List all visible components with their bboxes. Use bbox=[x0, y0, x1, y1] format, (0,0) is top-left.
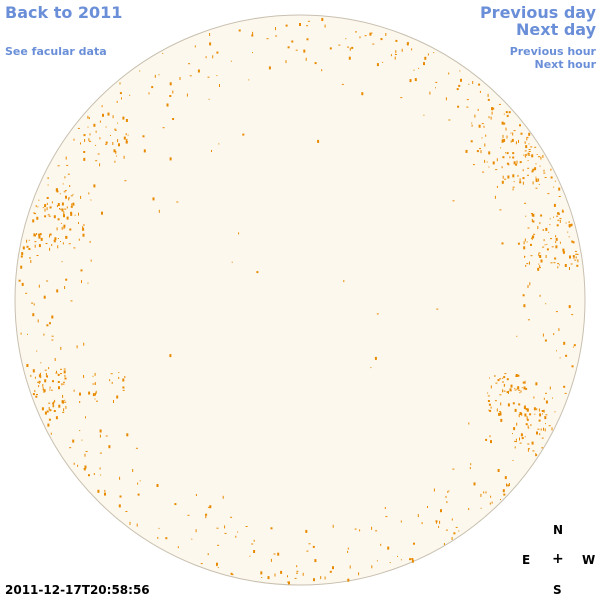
observation-timestamp: 2011-12-17T20:58:56 bbox=[5, 583, 150, 597]
compass-west-label: W bbox=[582, 553, 596, 567]
solar-disk bbox=[14, 14, 586, 586]
facular-spots bbox=[18, 18, 579, 585]
compass-east-label: E bbox=[522, 553, 531, 567]
back-to-year-link[interactable]: Back to 2011 bbox=[5, 3, 123, 22]
see-facular-data-link[interactable]: See facular data bbox=[5, 45, 107, 58]
previous-hour-link[interactable]: Previous hour bbox=[509, 45, 596, 58]
plus-icon: + bbox=[552, 551, 564, 567]
next-hour-link[interactable]: Next hour bbox=[534, 58, 597, 71]
previous-day-link[interactable]: Previous day bbox=[479, 3, 596, 22]
compass-north-label: N bbox=[553, 523, 564, 537]
compass-south-label: S bbox=[553, 583, 562, 597]
next-day-link[interactable]: Next day bbox=[516, 20, 596, 39]
